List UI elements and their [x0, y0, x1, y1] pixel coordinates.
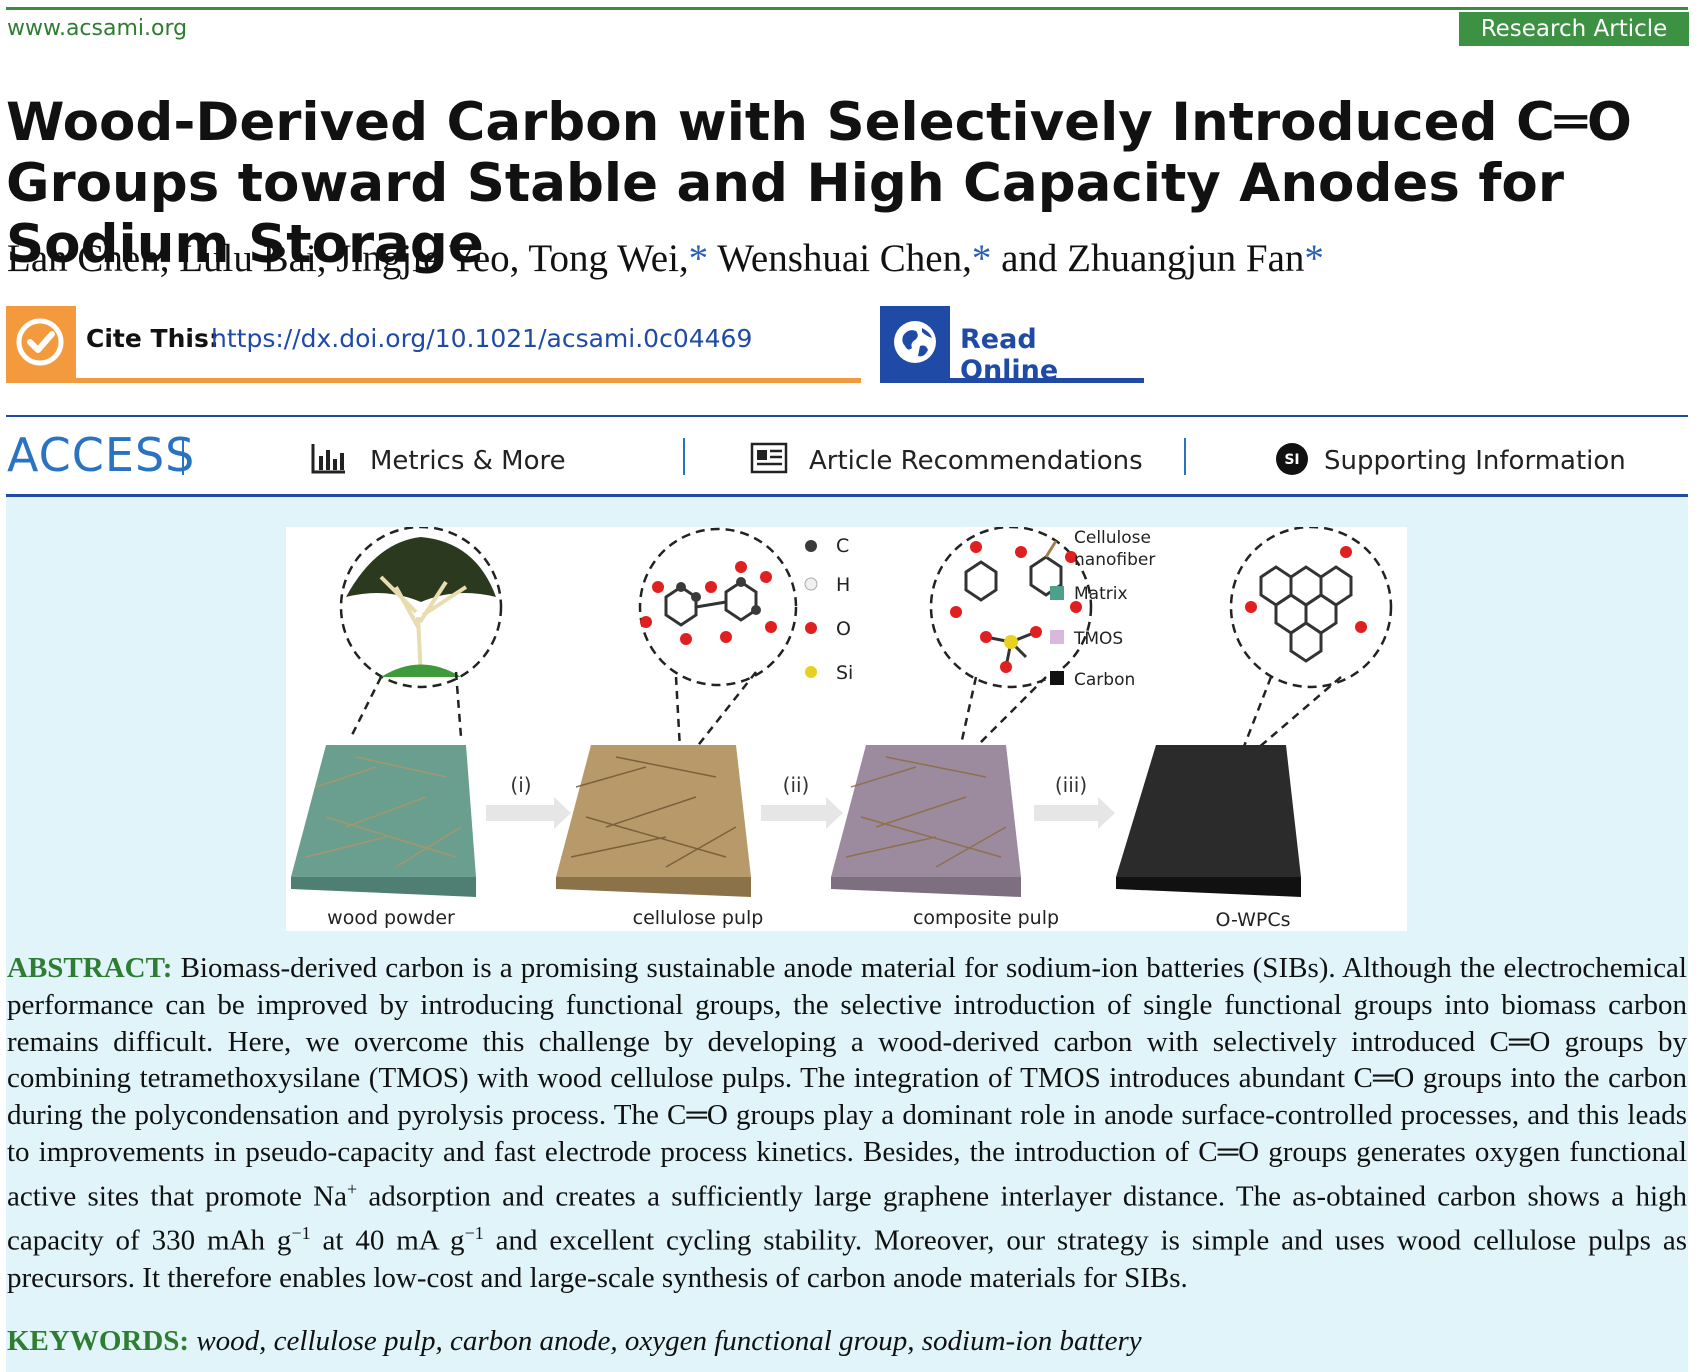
wood-powder-slab [291, 745, 476, 897]
article-title: Wood-Derived Carbon with Selectively Int… [6, 92, 1632, 275]
globe-icon [880, 306, 950, 378]
carbon-network-illustration [1229, 525, 1393, 689]
step-iii-label: (iii) [1055, 773, 1087, 797]
abstract-text: adsorption and creates a sufficiently la… [7, 1180, 1688, 1257]
cellulose-pulp-slab [556, 745, 751, 897]
stage-wood-powder: wood powder [327, 907, 455, 929]
metrics-label: Metrics & More [370, 446, 566, 476]
journal-site-link[interactable]: www.acsami.org [7, 16, 188, 41]
si-badge-icon: SI [1276, 443, 1308, 475]
sodium-ion-charge: + [346, 1178, 358, 1199]
article-type-badge: Research Article [1459, 12, 1689, 46]
divider [683, 438, 685, 475]
legend-nanofiber: nanofiber [1074, 550, 1155, 570]
cite-label: Cite This: [86, 324, 219, 353]
legend-carbon: Carbon [1074, 670, 1135, 690]
doi-link[interactable]: https://dx.doi.org/10.1021/acsami.0c0446… [211, 324, 753, 353]
cellulose-molecule-illustration [638, 527, 798, 687]
composite-pulp-slab [831, 745, 1021, 897]
material-legend: Cellulose nanofiber Matrix TMOS Carbon [1044, 528, 1155, 690]
unit-exponent: −1 [291, 1223, 311, 1244]
legend-cellulose: Cellulose [1074, 528, 1151, 548]
legend-atom-o: O [836, 618, 851, 640]
access-bar-top-rule [6, 415, 1688, 417]
keywords-label: KEYWORDS: [7, 1325, 190, 1357]
bar-chart-icon [311, 444, 345, 474]
step-i-label: (i) [510, 773, 531, 797]
recommendations-label: Article Recommendations [809, 446, 1143, 476]
legend-atom-si: Si [836, 662, 853, 684]
stage-cellulose-pulp: cellulose pulp [633, 907, 764, 929]
step-ii-label: (ii) [783, 773, 810, 797]
abstract-text: and excellent cycling stability. Moreove… [7, 1224, 1687, 1294]
legend-atom-c: C [836, 535, 849, 557]
toc-graphic: C H O Si Cellulose [286, 525, 1407, 931]
corresponding-author-marker[interactable]: * [1304, 237, 1324, 280]
legend-matrix: Matrix [1074, 584, 1128, 604]
stage-o-wpcs: O-WPCs [1216, 909, 1291, 931]
corresponding-author-marker[interactable]: * [688, 237, 709, 280]
access-heading: ACCESS [7, 428, 196, 482]
corresponding-author-marker[interactable]: * [971, 237, 992, 280]
si-badge-text: SI [1284, 452, 1299, 468]
authors-part-1: Lan Chen, Lulu Bai, Jingjie Yeo, Tong We… [7, 237, 689, 280]
divider [182, 438, 184, 475]
abstract-text: Biomass-derived carbon is a promising su… [7, 952, 1687, 1213]
composite-molecule-illustration [929, 525, 1093, 689]
cite-this-box: Cite This: https://dx.doi.org/10.1021/ac… [6, 306, 861, 383]
supporting-label: Supporting Information [1324, 446, 1626, 476]
keywords: KEYWORDS: wood, cellulose pulp, carbon a… [7, 1325, 1142, 1358]
legend-tmos: TMOS [1073, 629, 1123, 649]
author-list: Lan Chen, Lulu Bai, Jingjie Yeo, Tong We… [7, 236, 1324, 281]
read-online-button[interactable]: Read Online [880, 306, 1144, 386]
fiber-swatch [1044, 540, 1058, 558]
divider [1184, 438, 1186, 475]
author-wenshuai-chen: Wenshuai Chen, [708, 237, 972, 280]
read-online-label: Read Online [960, 324, 1059, 386]
o-wpcs-slab [1116, 745, 1301, 897]
process-arrows [486, 797, 1115, 829]
abstract-label: ABSTRACT: [7, 952, 173, 984]
article-recommendations-icon [750, 442, 788, 474]
legend-atom-h: H [836, 574, 850, 596]
access-bar-bottom-rule [6, 494, 1688, 497]
abstract: ABSTRACT: Biomass-derived carbon is a pr… [7, 950, 1687, 1296]
stage-composite-pulp: composite pulp [913, 907, 1059, 929]
tree-illustration [339, 525, 503, 689]
abstract-text: at 40 mA g [310, 1224, 465, 1257]
unit-exponent: −1 [464, 1223, 484, 1244]
checkmark-icon [6, 306, 76, 378]
author-zhuangjun-fan: and Zhuangjun Fan [991, 237, 1305, 280]
top-rule [6, 7, 1688, 10]
keywords-text: wood, cellulose pulp, carbon anode, oxyg… [196, 1325, 1142, 1357]
atom-legend: C H O Si [804, 535, 853, 684]
